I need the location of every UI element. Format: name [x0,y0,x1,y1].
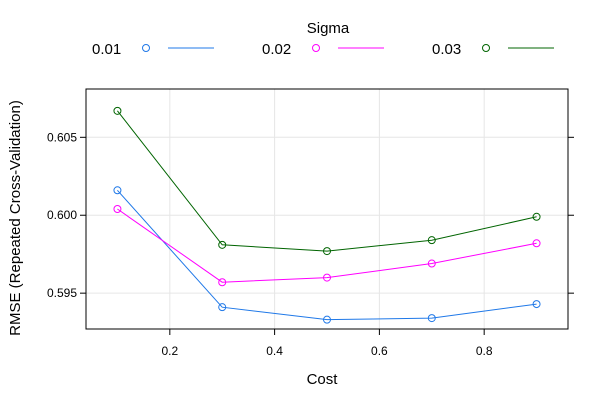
data-point [218,240,227,249]
x-axis-label: Cost [307,371,339,388]
data-point [532,239,541,248]
legend-label: 0.01 [92,41,121,58]
data-point [323,273,331,282]
data-point [427,314,436,323]
y-tick-label: 0.595 [47,286,77,300]
data-point [323,315,331,324]
legend: Sigma 0.01 0.02 0.03 [92,20,554,58]
legend-marker [312,44,320,52]
x-tick-label: 0.2 [161,344,178,358]
data-point [427,259,436,268]
data-point [427,236,436,245]
data-point [113,186,122,195]
legend-label: 0.03 [432,41,461,58]
legend-marker [482,44,490,52]
y-tick-label: 0.605 [47,130,77,144]
data-point [218,278,227,287]
y-tick-label: 0.600 [47,208,77,222]
data-point [113,106,122,115]
x-tick-label: 0.4 [266,344,283,358]
series-line-0.01 [117,189,537,321]
series-line-0.03 [117,110,537,252]
data-point [532,212,541,221]
legend-marker [142,44,150,52]
data-point [532,300,541,309]
series-lines [113,106,541,324]
axes: 0.2 0.4 0.6 0.8 0.595 0.600 0.605 [47,88,574,358]
legend-title: Sigma [307,20,350,37]
plot-frame [85,88,569,330]
x-tick-label: 0.8 [476,344,493,358]
grid-lines [86,89,568,329]
legend-label: 0.02 [262,41,291,58]
series-line-0.02 [117,208,537,283]
y-axis-label: RMSE (Repeated Cross-Validation) [7,100,24,336]
x-tick-label: 0.6 [371,344,388,358]
data-point [113,205,122,213]
data-point [218,303,227,312]
data-point [323,247,331,256]
